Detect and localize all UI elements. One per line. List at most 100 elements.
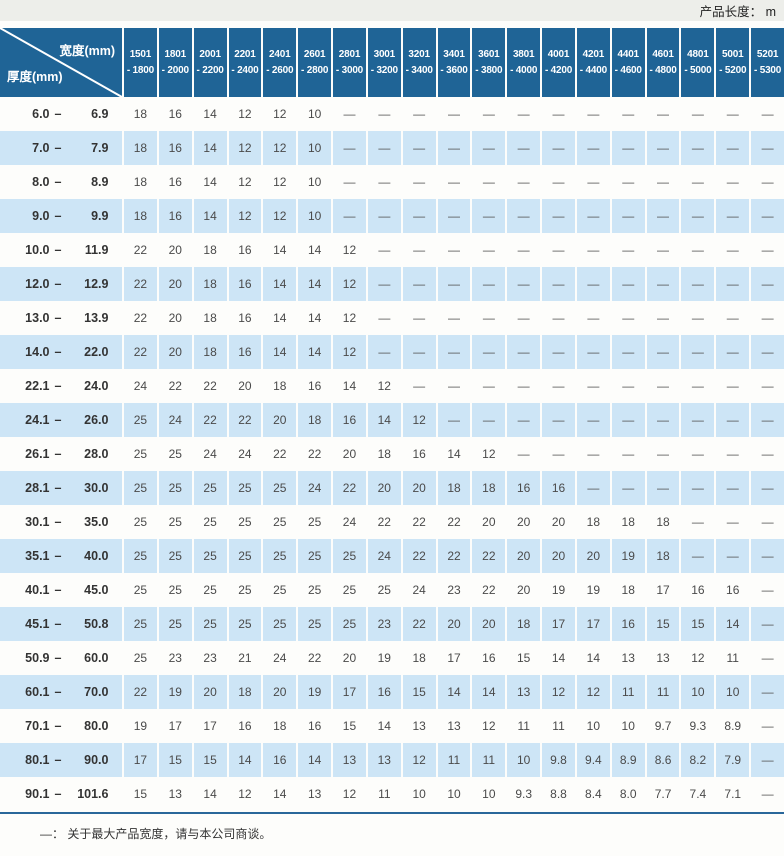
length-value-cell: 25 [124, 471, 157, 505]
length-value-cell: — [726, 243, 739, 257]
length-value-cell: — [576, 267, 610, 301]
length-value-cell: — [726, 379, 739, 393]
length-value-cell: 22 [472, 539, 506, 573]
length-value-cell: — [482, 243, 495, 257]
length-value-cell: 15 [516, 651, 531, 665]
length-value-cell: 8.2 [681, 743, 715, 777]
length-value-cell: 25 [342, 583, 357, 597]
width-range-end: - 4000 [510, 64, 538, 76]
length-value-cell: 16 [482, 651, 496, 665]
length-value-cell: 11 [378, 787, 391, 801]
width-column-header: 2401 - 2600 [263, 28, 297, 97]
length-value-cell: 16 [263, 743, 297, 777]
length-value-cell: 14 [298, 335, 332, 369]
length-value-cell: 12 [273, 175, 287, 189]
length-value-cell: — [761, 243, 774, 257]
length-value-cell: 16 [333, 403, 366, 437]
thickness-to: 26.0 [84, 413, 109, 427]
width-column-header: 3001 - 3200 [367, 28, 401, 97]
thickness-to: 7.9 [91, 141, 109, 155]
length-value-cell: — [517, 311, 530, 325]
length-value-cell: — [646, 335, 680, 369]
width-column-header: 3201 - 3400 [402, 28, 436, 97]
length-value-cell: — [716, 267, 750, 301]
length-value-cell: — [576, 199, 610, 233]
thickness-range-label: 7.0 – 7.9 [0, 131, 122, 165]
table-row: 26.1 – 28.0 25 25 24 24 22 22 20 18 16 14 12 — — — — — —… [0, 437, 784, 471]
length-value-cell: 16 [158, 199, 192, 233]
length-value-cell: 25 [298, 539, 332, 573]
length-value-cell: 14 [273, 787, 287, 801]
length-value-cell: 12 [342, 787, 357, 801]
length-value-cell: — [726, 447, 739, 461]
length-value-cell: 18 [656, 515, 670, 529]
length-value-cell: 25 [333, 539, 366, 573]
length-value-cell: 22 [412, 515, 426, 529]
length-value-cell: 25 [228, 607, 262, 641]
width-axis-label: 宽度(mm) [59, 44, 115, 58]
length-value-cell: — [447, 243, 460, 257]
length-value-cell: — [657, 243, 670, 257]
length-value-cell: 10 [586, 719, 601, 733]
width-range-end: - 3000 [335, 64, 364, 76]
width-range-end: - 4200 [544, 64, 573, 76]
length-value-cell: 24 [412, 583, 426, 597]
table-row: 35.1 – 40.0 25 25 25 25 25 25 25 24 22 22 22 20 20 20… [0, 539, 784, 573]
thickness-to: 12.9 [84, 277, 109, 291]
width-range-end: - 5200 [719, 64, 747, 76]
length-value-cell: 15 [402, 675, 436, 709]
length-value-cell: 13 [507, 675, 541, 709]
length-value-cell: — [472, 335, 506, 369]
length-value-cell: — [552, 175, 565, 189]
length-value-cell: — [761, 379, 774, 393]
length-value-cell: 22 [133, 243, 148, 257]
range-separator: – [54, 685, 62, 699]
length-value-cell: — [367, 199, 401, 233]
length-value-cell: — [542, 199, 575, 233]
width-range-end: - 2800 [301, 64, 329, 76]
length-value-cell: — [413, 243, 426, 257]
length-value-cell: — [716, 471, 750, 505]
length-value-cell: — [576, 335, 610, 369]
width-range-start: 4801 [687, 49, 709, 60]
length-value-cell: 18 [472, 471, 506, 505]
length-value-cell: — [402, 335, 436, 369]
length-value-cell: 10 [482, 787, 496, 801]
length-value-cell: 14 [377, 719, 391, 733]
length-value-cell: — [587, 311, 600, 325]
length-value-cell: — [552, 311, 565, 325]
thickness-range-label: 14.0 – 22.0 [0, 335, 122, 369]
length-value-cell: — [681, 199, 715, 233]
length-value-cell: — [611, 335, 645, 369]
length-value-cell: — [716, 335, 750, 369]
length-value-cell: — [552, 379, 565, 393]
length-value-cell: 10 [716, 675, 750, 709]
width-range-start: 3201 [408, 49, 430, 60]
length-value-cell: 25 [193, 539, 227, 573]
thickness-to: 8.9 [91, 175, 109, 189]
range-separator: – [54, 787, 62, 801]
table-row: 50.9 – 60.0 25 23 23 21 24 22 20 19 18 17 16 15 14 14… [0, 641, 784, 675]
thickness-from: 35.1 [25, 549, 50, 563]
thickness-to: 45.0 [84, 583, 109, 597]
table-row: 70.1 – 80.0 19 17 17 16 18 16 15 14 13 13 12 11 11 10… [0, 709, 784, 743]
length-value-cell: 18 [646, 539, 680, 573]
length-value-cell: 8.4 [585, 787, 602, 801]
length-value-cell: 15 [342, 719, 357, 733]
length-value-cell: — [472, 267, 506, 301]
length-value-cell: 20 [507, 539, 541, 573]
width-column-header: 2801 - 3000 [333, 28, 366, 97]
length-value-cell: — [378, 107, 391, 121]
width-column-header: 1801 - 2000 [158, 28, 192, 97]
thickness-from: 6.0 [32, 107, 50, 121]
plate-size-table: 宽度(mm) 厚度(mm) 1501 - 1800 1801 - 2000 20… [0, 28, 784, 811]
length-value-cell: — [716, 539, 750, 573]
length-value-cell: 9.7 [654, 719, 672, 733]
length-value-cell: 12 [238, 175, 252, 189]
unit-note-label: 产品长度： m [699, 5, 776, 19]
length-value-cell: — [761, 447, 774, 461]
thickness-to: 35.0 [84, 515, 109, 529]
length-value-cell: 25 [168, 583, 182, 597]
length-value-cell: — [691, 107, 704, 121]
length-value-cell: 14 [273, 311, 287, 325]
